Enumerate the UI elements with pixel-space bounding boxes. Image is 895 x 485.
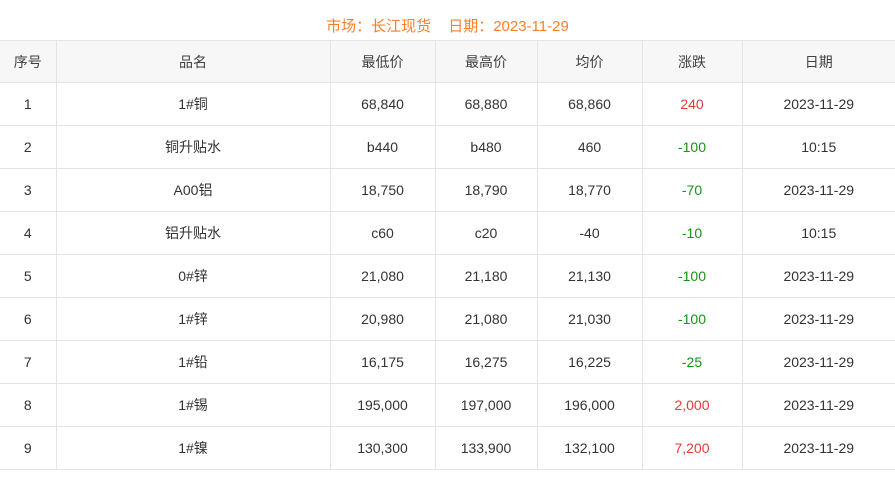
cell-change: -25	[641, 340, 743, 384]
cell-low: 130,300	[329, 426, 436, 470]
cell-no: 3	[0, 168, 57, 212]
cell-no: 9	[0, 426, 57, 470]
cell-name: A00铝	[55, 168, 331, 212]
cell-change: -10	[641, 211, 743, 255]
cell-high: 21,080	[434, 297, 538, 341]
cell-name: 铝升贴水	[55, 211, 331, 255]
cell-avg: 460	[536, 125, 643, 169]
cell-low: 16,175	[329, 340, 436, 384]
cell-no: 7	[0, 340, 57, 384]
cell-date: 2023-11-29	[741, 383, 895, 427]
cell-change: -100	[641, 125, 743, 169]
header-cell-no: 序号	[0, 40, 57, 83]
cell-name: 0#锌	[55, 254, 331, 298]
cell-date: 2023-11-29	[741, 254, 895, 298]
cell-change: -70	[641, 168, 743, 212]
price-table: 序号 品名 最低价 最高价 均价 涨跌 日期 1 1#铜 68,840 68,8…	[0, 40, 895, 470]
table-row: 4 铝升贴水 c60 c20 -40 -10 10:15	[0, 211, 895, 255]
cell-low: b440	[329, 125, 436, 169]
cell-name: 1#锡	[55, 383, 331, 427]
cell-high: 21,180	[434, 254, 538, 298]
cell-low: 68,840	[329, 82, 436, 126]
cell-change: 7,200	[641, 426, 743, 470]
cell-high: c20	[434, 211, 538, 255]
page-title: 市场：长江现货 日期：2023-11-29	[0, 0, 895, 35]
table-row: 7 1#铅 16,175 16,275 16,225 -25 2023-11-2…	[0, 340, 895, 384]
cell-no: 5	[0, 254, 57, 298]
cell-no: 4	[0, 211, 57, 255]
cell-name: 1#铜	[55, 82, 331, 126]
cell-name: 1#铅	[55, 340, 331, 384]
cell-high: 16,275	[434, 340, 538, 384]
cell-date: 2023-11-29	[741, 168, 895, 212]
cell-name: 1#镍	[55, 426, 331, 470]
cell-avg: 196,000	[536, 383, 643, 427]
cell-date: 2023-11-29	[741, 82, 895, 126]
cell-change: 240	[641, 82, 743, 126]
table-row: 8 1#锡 195,000 197,000 196,000 2,000 2023…	[0, 383, 895, 427]
cell-date: 10:15	[741, 211, 895, 255]
cell-high: 68,880	[434, 82, 538, 126]
header-cell-name: 品名	[55, 40, 331, 83]
cell-name: 铜升贴水	[55, 125, 331, 169]
cell-avg: 132,100	[536, 426, 643, 470]
cell-no: 8	[0, 383, 57, 427]
header-cell-low: 最低价	[329, 40, 436, 83]
cell-low: 18,750	[329, 168, 436, 212]
table-row: 5 0#锌 21,080 21,180 21,130 -100 2023-11-…	[0, 254, 895, 298]
date-label: 日期：2023-11-29	[448, 18, 569, 35]
cell-no: 6	[0, 297, 57, 341]
cell-low: 20,980	[329, 297, 436, 341]
cell-change: -100	[641, 254, 743, 298]
cell-avg: 21,030	[536, 297, 643, 341]
cell-avg: 16,225	[536, 340, 643, 384]
cell-date: 2023-11-29	[741, 297, 895, 341]
cell-change: 2,000	[641, 383, 743, 427]
cell-avg: 68,860	[536, 82, 643, 126]
cell-high: 133,900	[434, 426, 538, 470]
cell-low: c60	[329, 211, 436, 255]
cell-avg: -40	[536, 211, 643, 255]
cell-date: 2023-11-29	[741, 426, 895, 470]
cell-name: 1#锌	[55, 297, 331, 341]
cell-avg: 21,130	[536, 254, 643, 298]
cell-low: 21,080	[329, 254, 436, 298]
cell-high: 18,790	[434, 168, 538, 212]
header-cell-date: 日期	[741, 40, 895, 83]
header-cell-avg: 均价	[536, 40, 643, 83]
table-row: 2 铜升贴水 b440 b480 460 -100 10:15	[0, 125, 895, 169]
cell-avg: 18,770	[536, 168, 643, 212]
cell-date: 10:15	[741, 125, 895, 169]
market-label: 市场：长江现货	[326, 18, 432, 35]
table-header-row: 序号 品名 最低价 最高价 均价 涨跌 日期	[0, 40, 895, 83]
cell-high: b480	[434, 125, 538, 169]
table-row: 9 1#镍 130,300 133,900 132,100 7,200 2023…	[0, 426, 895, 470]
cell-high: 197,000	[434, 383, 538, 427]
table-row: 3 A00铝 18,750 18,790 18,770 -70 2023-11-…	[0, 168, 895, 212]
cell-no: 1	[0, 82, 57, 126]
header-cell-high: 最高价	[434, 40, 538, 83]
cell-change: -100	[641, 297, 743, 341]
table-row: 1 1#铜 68,840 68,880 68,860 240 2023-11-2…	[0, 82, 895, 126]
header-cell-change: 涨跌	[641, 40, 743, 83]
cell-no: 2	[0, 125, 57, 169]
cell-low: 195,000	[329, 383, 436, 427]
cell-date: 2023-11-29	[741, 340, 895, 384]
table-row: 6 1#锌 20,980 21,080 21,030 -100 2023-11-…	[0, 297, 895, 341]
